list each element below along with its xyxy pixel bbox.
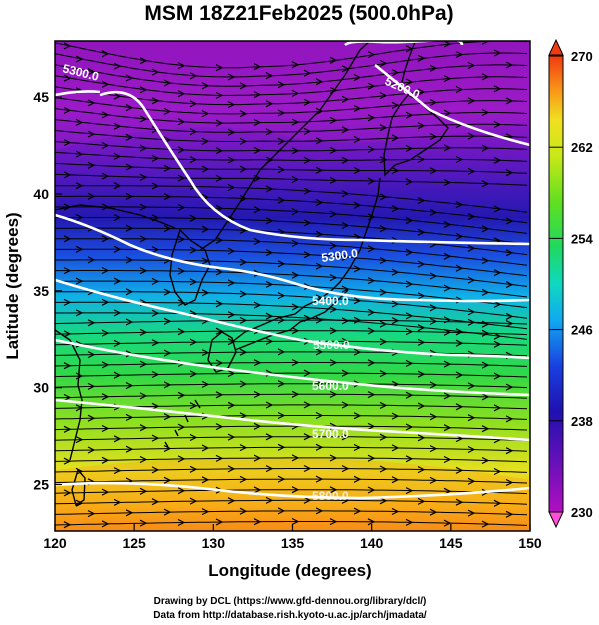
y-tick-label: 35: [33, 283, 49, 299]
colorbar-tick-label: 238: [571, 414, 593, 429]
x-tick-label: 130: [202, 535, 226, 551]
x-tick-label: 125: [122, 535, 146, 551]
x-tick-label: 145: [439, 535, 463, 551]
x-tick-label: 120: [43, 535, 67, 551]
plot-area: 5300.0 5200.0 5300.0 5400.0 5500.0 5600.…: [55, 38, 530, 531]
colorbar-tick-label: 246: [571, 323, 593, 338]
colorbar-tick-label: 254: [571, 231, 593, 246]
y-tick-label: 45: [33, 89, 49, 105]
y-tick-label: 30: [33, 380, 49, 396]
colorbar-max-arrow: [549, 40, 563, 55]
contour-label-5600: 5600.0: [312, 379, 349, 393]
contour-label-5700: 5700.0: [312, 427, 349, 441]
footer-credit-drawing: Drawing by DCL (https://www.gfd-dennou.o…: [154, 596, 427, 607]
colorbar-tick-label: 230: [571, 505, 593, 520]
contour-label-5800: 5800.0: [312, 489, 349, 503]
x-axis-label: Longitude (degrees): [208, 561, 371, 580]
y-tick-label: 40: [33, 186, 49, 202]
y-axis-label: Latitude (degrees): [3, 212, 22, 359]
x-tick-label: 140: [360, 535, 384, 551]
colorbar: 270 262 254 246 238 230: [549, 40, 593, 527]
colorbar-scale: [549, 56, 563, 512]
colorbar-min-arrow: [549, 512, 563, 527]
contour-label-5400: 5400.0: [312, 294, 349, 308]
colorbar-tick-label: 262: [571, 140, 593, 155]
x-tick-label: 150: [518, 535, 542, 551]
footer-credit-data: Data from http://database.rish.kyoto-u.a…: [153, 610, 427, 621]
colorbar-tick-label: 270: [571, 49, 593, 64]
contour-label-5500: 5500.0: [313, 338, 350, 352]
y-tick-label: 25: [33, 477, 49, 493]
x-tick-label: 135: [281, 535, 305, 551]
map-title: MSM 18Z21Feb2025 (500.0hPa): [144, 2, 453, 25]
